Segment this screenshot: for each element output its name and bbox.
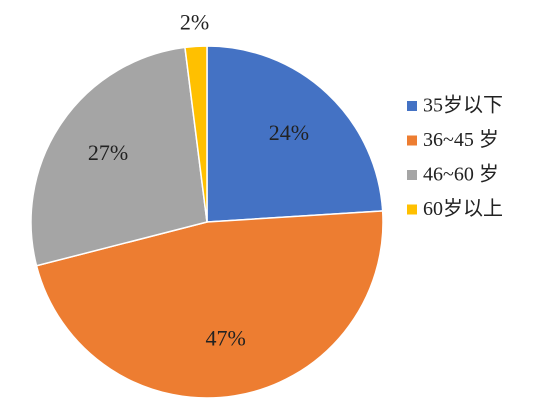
- pie-slice: [35, 210, 384, 399]
- data-label: 27%: [88, 140, 128, 165]
- legend-label: 36~45 岁: [423, 128, 499, 151]
- data-label: 24%: [269, 120, 309, 145]
- legend-swatch: [407, 135, 417, 146]
- legend-label: 46~60 岁: [423, 163, 499, 186]
- legend-label: 35岁以下: [423, 94, 503, 117]
- pie-slice: [184, 45, 208, 223]
- data-label: 47%: [206, 325, 246, 350]
- data-label: 2%: [180, 9, 209, 34]
- legend-swatch: [407, 101, 417, 111]
- legend-swatch: [407, 204, 417, 215]
- legend-swatch: [407, 170, 417, 180]
- pie-slice: [206, 45, 384, 223]
- legend-label: 60岁以上: [423, 197, 503, 220]
- pie-slice: [30, 46, 208, 267]
